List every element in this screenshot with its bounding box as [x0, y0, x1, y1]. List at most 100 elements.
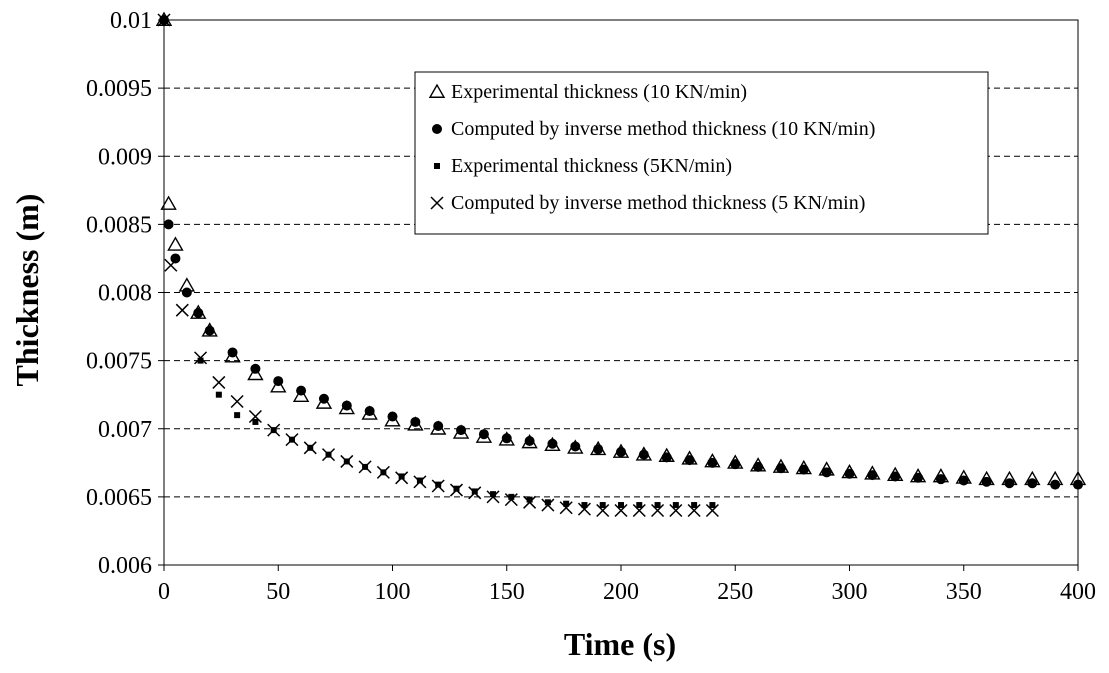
data-point — [821, 467, 832, 478]
x-axis-title: Time (s) — [564, 626, 676, 662]
data-point — [431, 479, 445, 493]
data-point — [563, 500, 570, 507]
data-point — [935, 474, 946, 485]
data-point — [490, 491, 497, 498]
data-point — [669, 503, 683, 518]
data-point — [364, 406, 375, 417]
data-point — [559, 501, 573, 515]
data-point — [544, 499, 551, 506]
data-point — [577, 502, 591, 516]
data-point — [248, 409, 262, 424]
y-tick-label: 0.009 — [98, 144, 152, 170]
data-point — [230, 394, 244, 409]
x-tick-label: 200 — [603, 579, 639, 605]
data-point — [157, 13, 171, 27]
data-point — [175, 303, 189, 317]
x-tick-label: 100 — [375, 579, 411, 605]
data-point — [410, 416, 421, 427]
data-point — [753, 461, 764, 472]
data-point — [526, 496, 533, 503]
data-point — [194, 351, 208, 365]
data-point — [798, 464, 809, 475]
data-point — [341, 400, 352, 411]
data-point — [193, 307, 204, 318]
data-point — [730, 459, 741, 470]
data-point — [616, 446, 626, 457]
data-point — [709, 502, 716, 509]
y-tick-label: 0.006 — [98, 553, 152, 579]
legend-marker — [428, 83, 446, 98]
data-point — [227, 347, 238, 358]
data-point — [468, 486, 482, 500]
y-tick-labels: 0.006 0.0065 0.007 0.0075 0.008 0.0085 0.009 0.… — [86, 8, 152, 579]
data-point — [913, 472, 924, 483]
data-point — [267, 423, 281, 437]
data-point — [234, 412, 241, 419]
data-point — [958, 475, 969, 486]
data-point — [687, 503, 701, 518]
data-point — [170, 253, 181, 264]
data-point — [1073, 479, 1083, 490]
data-point — [654, 502, 661, 509]
data-point — [167, 236, 184, 251]
x-tick-label: 50 — [266, 579, 290, 605]
data-point — [632, 503, 646, 518]
legend-box — [414, 71, 989, 235]
data-point — [413, 475, 427, 489]
data-point — [1004, 478, 1015, 489]
data-point — [270, 378, 287, 393]
y-tick-label: 0.007 — [98, 417, 152, 443]
legend-label: Experimental thickness (5KN/min) — [451, 155, 732, 177]
legend-label: Computed by inverse method thickness (5 … — [451, 192, 865, 214]
data-point — [252, 418, 259, 425]
y-axis-title: Thickness (m) — [9, 194, 45, 387]
data-point — [318, 393, 329, 404]
data-point — [581, 502, 588, 509]
data-point — [163, 219, 174, 230]
x-tick-label: 400 — [1060, 579, 1096, 605]
data-point — [867, 470, 878, 481]
data-point — [523, 495, 537, 509]
data-point — [273, 376, 284, 387]
data-point — [504, 493, 518, 507]
y-tick-label: 0.008 — [98, 281, 152, 307]
data-point — [285, 433, 299, 447]
data-point — [376, 465, 390, 479]
y-tick-label: 0.0075 — [86, 349, 152, 375]
data-point — [651, 503, 665, 518]
data-point — [672, 502, 679, 509]
data-point — [435, 481, 442, 488]
data-point — [250, 363, 261, 374]
data-point — [204, 325, 215, 336]
data-point — [456, 425, 467, 436]
data-point — [691, 502, 698, 509]
legend: Experimental thickness (10 KN/min) Comput… — [414, 71, 989, 235]
data-point — [212, 375, 226, 389]
series-2 — [159, 15, 1083, 490]
legend-label: Experimental thickness (10 KN/min) — [451, 81, 747, 103]
legend-marker — [430, 196, 444, 210]
data-point — [501, 433, 512, 444]
x-tick-label: 0 — [158, 579, 170, 605]
legend-marker — [434, 163, 440, 169]
data-point — [292, 387, 310, 402]
x-tick-labels: 0 50 100 150 200 250 300 350 400 — [158, 579, 1096, 605]
data-point — [705, 503, 719, 518]
data-point — [618, 502, 624, 509]
x-tick-label: 300 — [832, 579, 868, 605]
data-point — [486, 490, 500, 504]
y-tick-label: 0.0065 — [86, 485, 152, 511]
data-point — [775, 463, 786, 474]
legend-label: Computed by inverse method thickness (10… — [451, 118, 875, 140]
data-point — [296, 385, 307, 396]
data-point — [599, 502, 606, 509]
data-point — [164, 258, 178, 272]
data-point — [358, 460, 372, 474]
x-tick-label: 250 — [717, 579, 753, 605]
data-point — [614, 503, 628, 518]
data-point — [197, 357, 204, 364]
data-point — [508, 493, 515, 500]
data-point — [981, 476, 992, 487]
series-4 — [157, 13, 719, 518]
